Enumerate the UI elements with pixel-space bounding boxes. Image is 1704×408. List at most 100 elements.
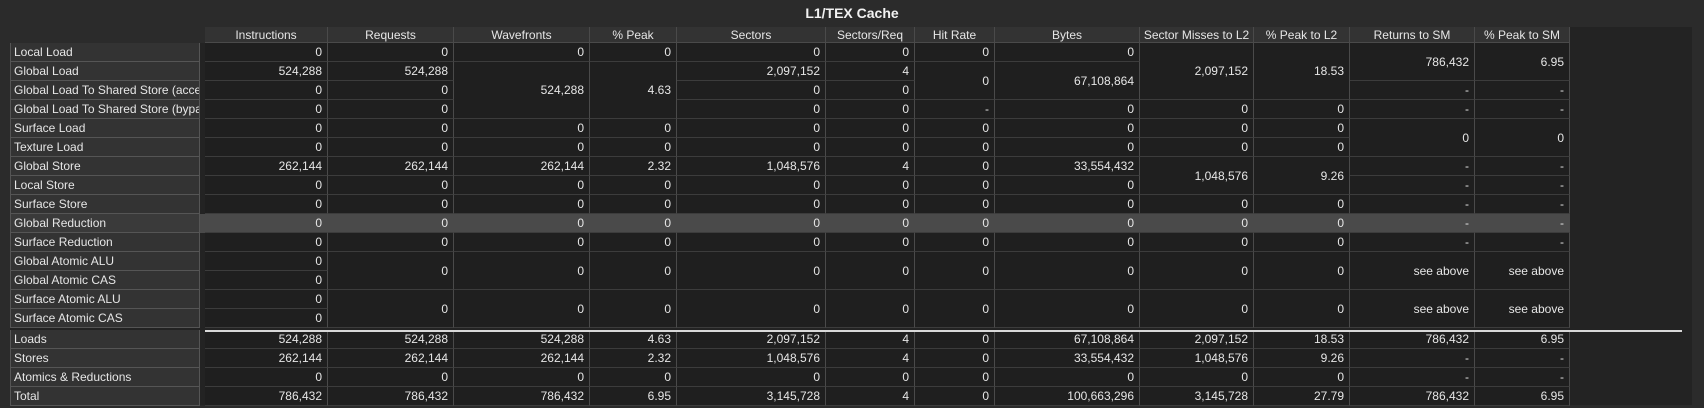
column-header[interactable]: Hit Rate [915,27,995,43]
metric-cell: 0 [826,119,915,138]
metric-cell: - [1350,349,1475,368]
metric-cell: 786,432 [1350,330,1475,349]
metric-cell: 18.53 [1254,43,1350,100]
metric-cell: 0 [205,252,328,271]
row-label: Global Store [10,157,200,176]
metric-cell: 0 [205,214,328,233]
metric-cell: 0 [205,100,328,119]
metric-cell: 0 [826,43,915,62]
metric-cell: 262,144 [328,349,454,368]
metric-cell: 0 [205,81,328,100]
metric-cell: 0 [1140,195,1254,214]
row-label: Global Atomic CAS [10,271,200,290]
metric-cell: 0 [590,368,677,387]
metric-cell: 524,288 [328,62,454,81]
metric-cell: 0 [677,119,826,138]
metric-cell: 0 [1140,252,1254,290]
metric-cell: 33,554,432 [995,349,1140,368]
metric-cell: 262,144 [205,349,328,368]
metric-cell: - [1475,176,1570,195]
metric-cell: 786,432 [1350,387,1475,406]
metric-cell: 1,048,576 [1140,349,1254,368]
metric-cell: 0 [328,214,454,233]
row-label: Stores [10,349,200,368]
metric-cell: 2,097,152 [677,330,826,349]
metric-cell: 0 [995,233,1140,252]
metric-cell: 0 [915,62,995,100]
metric-cell: 4 [826,387,915,406]
column-header[interactable]: % Peak [590,27,677,43]
metric-cell: 0 [590,119,677,138]
metric-cell: - [1475,349,1570,368]
column-header[interactable]: Sectors/Req [826,27,915,43]
metric-cell: 0 [205,138,328,157]
metric-cell: - [1475,214,1570,233]
metric-cell: 33,554,432 [995,157,1140,176]
metric-cell: 67,108,864 [995,62,1140,100]
metric-cell: 1,048,576 [1140,157,1254,195]
metric-cell: 0 [454,214,590,233]
metric-cell: 0 [995,290,1140,328]
metric-cell: 0 [826,81,915,100]
metric-cell: 0 [995,368,1140,387]
metric-cell: 0 [915,214,995,233]
metric-cell: 262,144 [328,157,454,176]
metric-cell: 0 [1254,214,1350,233]
column-header[interactable]: Sector Misses to L2 [1140,27,1254,43]
metric-cell: 0 [328,100,454,119]
column-header[interactable]: Instructions [205,27,328,43]
column-header[interactable]: Sectors [677,27,826,43]
metric-cell: 0 [1254,119,1350,138]
metric-cell: 0 [205,119,328,138]
metric-cell: 0 [454,138,590,157]
row-label: Loads [10,330,200,349]
column-header[interactable]: % Peak to SM [1475,27,1570,43]
row-label: Global Load To Shared Store (access) [10,81,200,100]
metric-cell: 6.95 [590,387,677,406]
metric-cell: 0 [677,195,826,214]
metric-cell: 0 [1254,252,1350,290]
metric-cell: 6.95 [1475,43,1570,81]
row-label: Global Load To Shared Store (bypass) [10,100,200,119]
metric-cell: 0 [1254,100,1350,119]
metric-cell: 0 [454,368,590,387]
metric-cell: 0 [915,195,995,214]
metric-cell: 1,048,576 [677,157,826,176]
metric-cell: - [1475,368,1570,387]
metric-cell: 67,108,864 [995,330,1140,349]
metric-cell: 524,288 [454,62,590,119]
metric-cell: 786,432 [454,387,590,406]
column-header[interactable]: % Peak to L2 [1254,27,1350,43]
metric-cell: 786,432 [1350,43,1475,81]
metric-cell: 0 [677,100,826,119]
row-label: Global Reduction [10,214,200,233]
metric-cell: 2.32 [590,157,677,176]
metric-cell: 524,288 [205,62,328,81]
row-label: Local Store [10,176,200,195]
metric-cell: 0 [995,138,1140,157]
metric-cell: - [1350,368,1475,387]
row-label: Surface Atomic ALU [10,290,200,309]
metric-cell: 0 [1254,138,1350,157]
row-label: Global Load [10,62,200,81]
metric-cell: 0 [328,138,454,157]
row-label: Atomics & Reductions [10,368,200,387]
metric-cell: 4 [826,349,915,368]
metric-cell: 0 [1475,119,1570,157]
metric-cell: 0 [590,233,677,252]
metric-cell: - [915,100,995,119]
metric-cell: 0 [826,252,915,290]
column-header[interactable]: Returns to SM [1350,27,1475,43]
metric-cell: - [1475,100,1570,119]
metric-cell: 0 [915,43,995,62]
metric-cell: 0 [826,100,915,119]
metric-cell: 0 [328,176,454,195]
metric-cell: 4 [826,62,915,81]
column-header[interactable]: Wavefronts [454,27,590,43]
column-header[interactable]: Bytes [995,27,1140,43]
column-header[interactable]: Requests [328,27,454,43]
metric-cell: 0 [995,100,1140,119]
metric-cell: 0 [915,176,995,195]
metric-cell: 0 [205,290,328,309]
metric-cell: 0 [915,252,995,290]
